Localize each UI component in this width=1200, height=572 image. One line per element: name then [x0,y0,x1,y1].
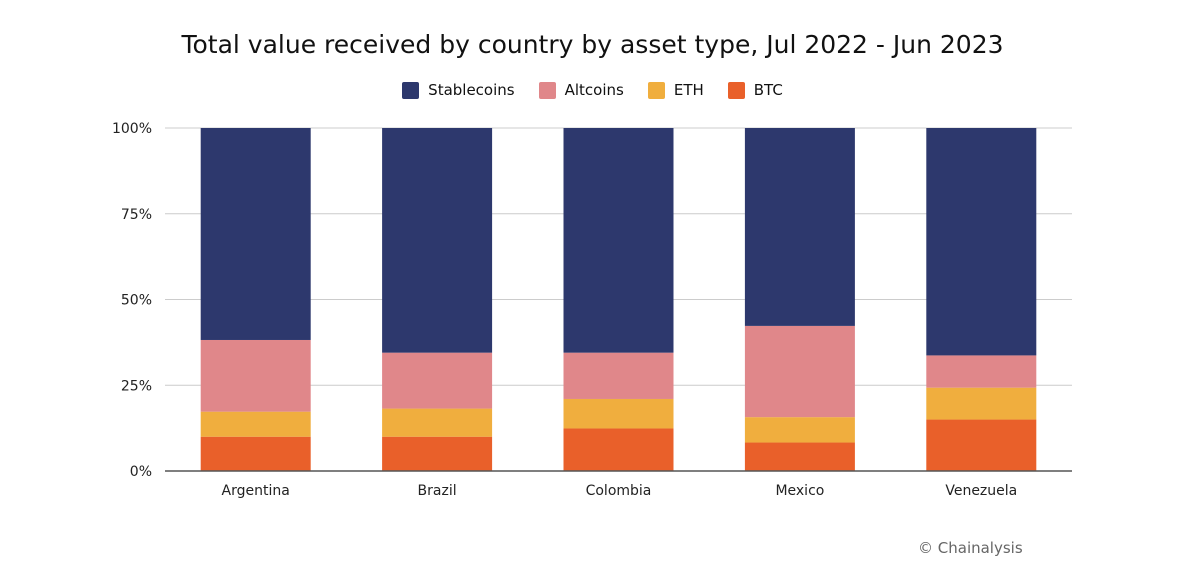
bar-segment-altcoins [563,352,674,399]
y-tick-label: 100% [112,121,152,137]
y-tick-label: 0% [130,464,152,480]
bar-segment-stablecoins [744,128,855,326]
bar-segment-btc [926,419,1037,471]
legend-label: Stablecoins [428,81,515,99]
x-tick-label: Venezuela [945,483,1017,499]
bar-segment-eth [563,398,674,429]
legend-item: ETH [647,81,704,99]
chart-title: Total value received by country by asset… [181,30,1004,59]
legend-label: ETH [673,81,704,99]
legend-swatch [647,81,665,99]
y-tick-label: 50% [121,293,152,309]
bar-segment-btc [744,442,855,471]
y-tick-label: 75% [121,207,152,223]
x-tick-label: Colombia [586,483,652,499]
legend-swatch [727,81,745,99]
bar-segment-btc [563,428,674,471]
bar-segment-stablecoins [200,128,311,340]
bar-segment-eth [926,387,1037,420]
bar-segment-btc [200,436,311,471]
bar-segment-stablecoins [926,128,1037,356]
bar-segment-eth [382,408,493,437]
bar-segment-btc [382,436,493,471]
legend-label: BTC [753,81,783,99]
legend-swatch [538,81,556,99]
legend: Stablecoins Altcoins ETH BTC [0,81,1185,99]
y-tick-label: 25% [121,378,152,394]
bar-segment-stablecoins [563,128,674,353]
credit-text: © Chainalysis [918,539,1023,557]
bar-segment-eth [744,417,855,443]
legend-swatch [402,81,420,99]
bar-segment-altcoins [744,325,855,418]
bar-segment-altcoins [382,352,493,409]
x-tick-label: Argentina [222,483,290,499]
legend-item: BTC [727,81,783,99]
legend-item: Altcoins [538,81,624,99]
x-tick-label: Brazil [418,483,457,499]
x-tick-label: Mexico [775,483,824,499]
bar-segment-altcoins [200,339,311,412]
legend-label: Altcoins [564,81,624,99]
bar-segment-altcoins [926,355,1037,388]
bar-segment-stablecoins [382,128,493,353]
bar-segment-eth [200,411,311,437]
legend-item: Stablecoins [402,81,515,99]
